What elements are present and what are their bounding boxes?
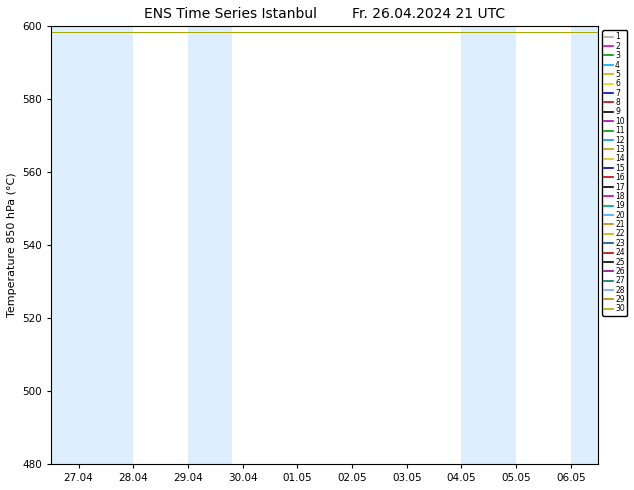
Legend: 1, 2, 3, 4, 5, 6, 7, 8, 9, 10, 11, 12, 13, 14, 15, 16, 17, 18, 19, 20, 21, 22, 2: 1, 2, 3, 4, 5, 6, 7, 8, 9, 10, 11, 12, 1… <box>602 30 627 316</box>
Bar <box>571 26 598 464</box>
Y-axis label: Temperature 850 hPa (°C): Temperature 850 hPa (°C) <box>7 173 17 318</box>
Bar <box>188 26 232 464</box>
Title: ENS Time Series Istanbul        Fr. 26.04.2024 21 UTC: ENS Time Series Istanbul Fr. 26.04.2024 … <box>144 7 505 21</box>
Bar <box>51 26 133 464</box>
Bar <box>462 26 516 464</box>
